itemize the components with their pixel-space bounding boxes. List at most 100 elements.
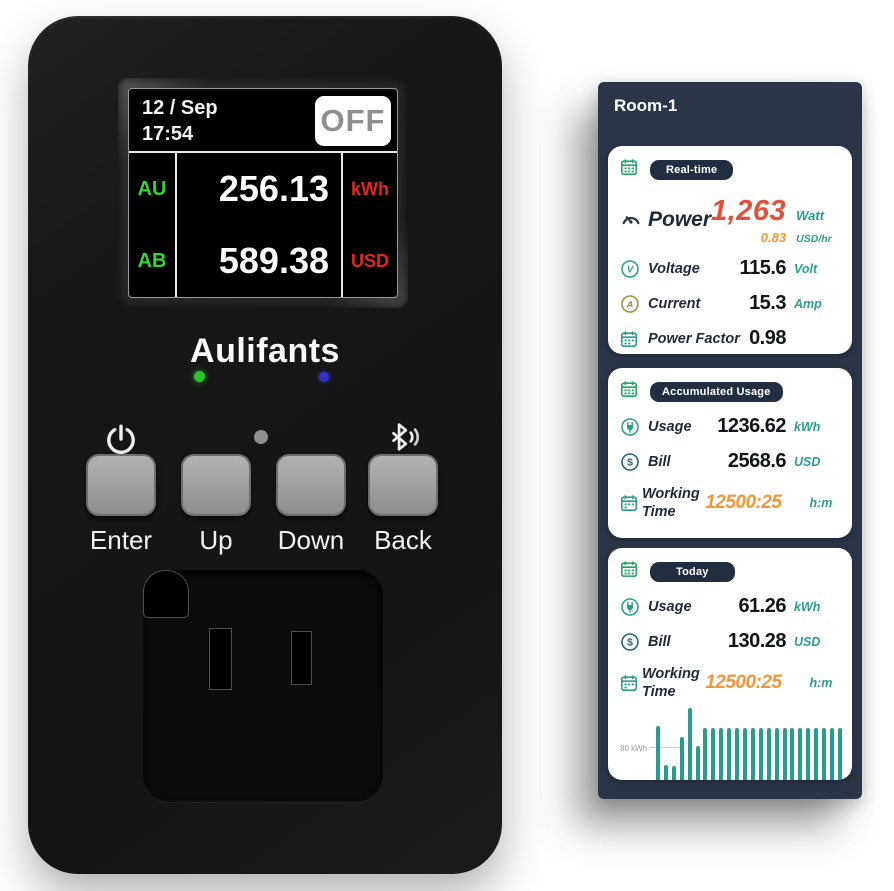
working-time-unit: h:m (809, 496, 833, 511)
calendar-icon (620, 380, 638, 403)
chart-bar (750, 728, 755, 780)
today-card-header: Today (620, 560, 840, 583)
lcd-header: 12 / Sep 17:54 OFF (129, 89, 397, 151)
lcd-date: 12 / Sep (142, 97, 218, 119)
usage-value: 1236.62 (717, 415, 786, 437)
down-button[interactable] (276, 454, 346, 516)
chart-bar (679, 737, 684, 780)
power-cost-unit: USD/hr (796, 233, 832, 245)
chart-bar (656, 726, 661, 780)
outlet-neutral-slot (209, 628, 232, 690)
usage-unit: kWh (794, 599, 821, 614)
chart-bars (656, 708, 842, 780)
bill-value: 130.28 (727, 630, 787, 652)
back-button-label: Back (374, 525, 432, 555)
indicator-dot (254, 430, 268, 444)
svg-text:$: $ (627, 636, 633, 648)
chart-bar (782, 728, 787, 780)
accumulated-badge: Accumulated Usage (650, 381, 783, 402)
chart-bar (687, 708, 692, 780)
chart-bar (758, 728, 763, 780)
chart-bar (703, 728, 708, 780)
accumulated-card-header: Accumulated Usage (620, 380, 840, 403)
blue-status-led (319, 372, 329, 382)
button-group-down: Down (266, 454, 356, 556)
realtime-badge: Real-time (650, 159, 734, 180)
usage-label: Usage (648, 418, 692, 435)
chart-bar (798, 728, 803, 780)
up-button[interactable] (181, 454, 251, 516)
power-outlet-socket (143, 570, 383, 802)
bill-row: $ Bill 2568.6 USD (620, 450, 840, 473)
power-row: Power 1,263 Watt 0.83 USD/hr (620, 195, 840, 245)
calendar-icon (620, 560, 638, 583)
svg-text:$: $ (627, 456, 633, 468)
outlet-ground-hole (143, 570, 189, 618)
voltage-circle-icon: V (620, 259, 644, 279)
calendar-icon (620, 330, 644, 348)
current-value: 15.3 (749, 292, 786, 314)
room-title: Room-1 (614, 96, 678, 115)
brand-name: Aulifants (190, 332, 340, 370)
power-cost-value: 0.83 (760, 230, 787, 245)
chart-gridline (650, 747, 684, 748)
working-time-label: Working Time (642, 486, 700, 521)
bill-value: 2568.6 (727, 450, 787, 472)
current-unit: Amp (794, 296, 822, 311)
button-group-up: Up (171, 454, 261, 556)
up-button-label: Up (199, 525, 233, 555)
chart-bar (790, 728, 795, 780)
current-label: Current (648, 295, 701, 312)
chart-bar (742, 728, 747, 780)
chart-bar (766, 728, 771, 780)
bluetooth-icon (388, 420, 420, 459)
chart-bar (822, 728, 827, 780)
app-screenshot: Room-1 Real-time (598, 82, 862, 799)
chart-bar (727, 728, 732, 780)
working-time-value: 12500:25 (705, 492, 782, 514)
bill-label: Bill (648, 453, 671, 470)
power-factor-row: Power Factor 0.98 (620, 327, 840, 350)
today-card: Today Usage 61.26 kWh $ Bill 130.28 USD (608, 548, 852, 780)
chart-bar (806, 728, 811, 780)
lcd-value: 589.38 (175, 225, 343, 297)
chart-bar (671, 766, 676, 780)
voltage-value: 115.6 (739, 257, 787, 279)
voltage-row: V Voltage 115.6 Volt (620, 257, 840, 280)
accumulated-card: Accumulated Usage Usage 1236.62 kWh $ Bi… (608, 368, 852, 538)
usage-bar-chart: 80 kWh (620, 696, 842, 780)
svg-text:V: V (627, 264, 634, 275)
calendar-icon (620, 674, 638, 692)
current-row: A Current 15.3 Amp (620, 292, 840, 315)
chart-bar (829, 728, 834, 780)
power-icon (104, 422, 138, 461)
usage-value: 61.26 (738, 595, 786, 617)
calendar-icon (620, 494, 638, 512)
usage-label: Usage (648, 598, 692, 615)
enter-button[interactable] (86, 454, 156, 516)
realtime-card-header: Real-time (620, 158, 840, 181)
lcd-datetime: 12 / Sep 17:54 (142, 95, 218, 147)
smart-plug-device: 12 / Sep 17:54 OFF AU 256.13 kWh AB 589.… (28, 16, 502, 874)
power-label: Power (648, 208, 712, 231)
working-time-unit: h:m (809, 676, 833, 691)
bill-unit: USD (794, 634, 821, 649)
lcd-time: 17:54 (142, 123, 194, 145)
working-time-row: Working Time 12500:25 h:m (620, 485, 840, 521)
plug-circle-icon (620, 417, 644, 437)
chart-bar (663, 765, 668, 780)
dollar-circle-icon: $ (620, 632, 644, 652)
button-group-back: Back (358, 454, 448, 556)
today-badge: Today (650, 561, 735, 582)
power-factor-value: 0.98 (749, 327, 786, 349)
chart-bar (711, 728, 716, 780)
lcd-tag: AU (137, 177, 167, 200)
button-group-enter: Enter (76, 454, 166, 556)
lcd-readings: AU 256.13 kWh AB 589.38 USD (129, 151, 397, 297)
voltage-unit: Volt (794, 261, 818, 276)
enter-button-label: Enter (89, 525, 153, 555)
back-button[interactable] (368, 454, 438, 516)
chart-bar (695, 746, 700, 780)
power-factor-label: Power Factor (648, 330, 740, 347)
